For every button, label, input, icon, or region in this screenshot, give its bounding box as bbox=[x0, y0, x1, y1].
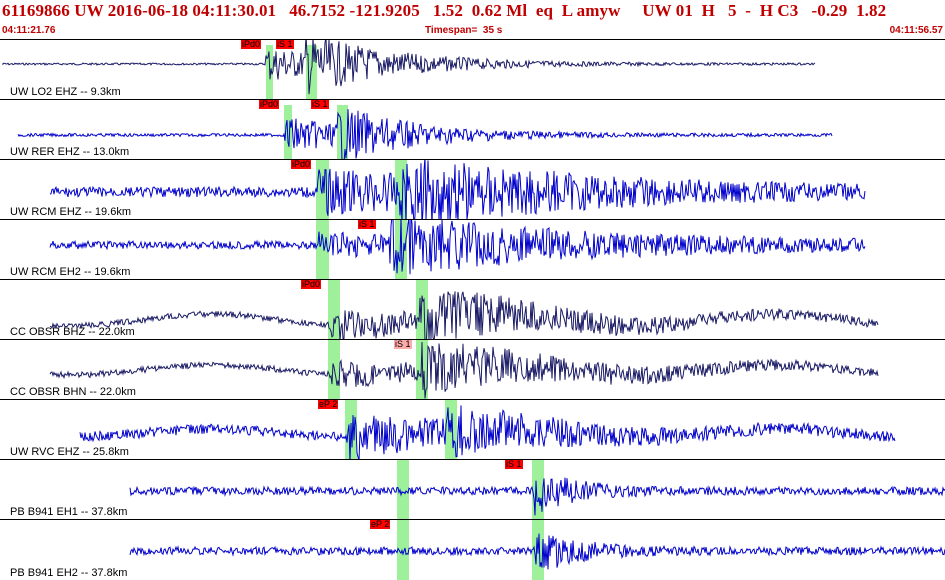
s-pick-marker[interactable]: iS 1 bbox=[311, 99, 329, 109]
p-pick-marker[interactable]: eP 2 bbox=[318, 399, 339, 409]
p-pick-marker[interactable]: eP 2 bbox=[370, 519, 391, 529]
p-pick-marker[interactable]: iPd0 bbox=[301, 279, 322, 289]
trace-panel-rcm-ehz[interactable]: iPd0 UW RCM EHZ -- 19.6km bbox=[0, 159, 945, 219]
p-pick-marker[interactable]: iPd0 bbox=[259, 99, 280, 109]
channel-label: CC OBSR BHN -- 22.0km bbox=[10, 386, 136, 398]
channel-label: UW RER EHZ -- 13.0km bbox=[10, 146, 130, 158]
channel-label: CC OBSR BHZ -- 22.0km bbox=[10, 326, 135, 338]
channel-label: UW RCM EH2 -- 19.6km bbox=[10, 266, 131, 278]
p-pick-band bbox=[328, 280, 340, 339]
channel-label: PB B941 EH1 -- 37.8km bbox=[10, 506, 128, 518]
trace-panel-obsr-bhz[interactable]: iPd0 CC OBSR BHZ -- 22.0km bbox=[0, 279, 945, 339]
event-header: 61169866 UW 2016-06-18 04:11:30.01 46.71… bbox=[0, 0, 945, 22]
trace-panel-rer-ehz[interactable]: iPd0 iS 1 UW RER EHZ -- 13.0km bbox=[0, 99, 945, 159]
seismogram-trace bbox=[49, 220, 866, 275]
channel-label: PB B941 EH2 -- 37.8km bbox=[10, 567, 128, 579]
seismogram-trace bbox=[49, 341, 879, 399]
p-pick-band bbox=[397, 460, 409, 519]
seismogram-trace bbox=[1, 40, 816, 95]
s-pick-marker[interactable]: iS 1 bbox=[505, 459, 523, 469]
s-pick-band bbox=[416, 340, 428, 399]
time-bar: 04:11:21.76 Timespan= 35 s 04:11:56.57 bbox=[0, 22, 945, 39]
trace-panel-rvc-ehz[interactable]: eP 2 UW RVC EHZ -- 25.8km bbox=[0, 399, 945, 459]
seismogram-trace bbox=[129, 533, 945, 570]
seismogram-trace bbox=[17, 109, 833, 159]
start-time: 04:11:21.76 bbox=[2, 25, 56, 36]
channel-label: UW RVC EHZ -- 25.8km bbox=[10, 446, 129, 458]
s-pick-band bbox=[395, 220, 407, 279]
seismogram-trace bbox=[49, 160, 866, 219]
s-pick-marker[interactable]: iS 1 bbox=[358, 219, 376, 229]
p-pick-band bbox=[397, 520, 409, 580]
s-pick-marker[interactable]: iS 1 bbox=[394, 339, 412, 349]
timespan-label: Timespan= 35 s bbox=[425, 25, 503, 36]
trace-panel-b941-eh2[interactable]: eP 2 PB B941 EH2 -- 37.8km bbox=[0, 519, 945, 580]
channel-label: UW RCM EHZ -- 19.6km bbox=[10, 206, 131, 218]
trace-panel-obsr-bhn[interactable]: iS 1 CC OBSR BHN -- 22.0km bbox=[0, 339, 945, 399]
s-pick-band bbox=[306, 45, 317, 99]
event-summary-line: 61169866 UW 2016-06-18 04:11:30.01 46.71… bbox=[2, 1, 887, 20]
seismogram-trace bbox=[129, 477, 945, 516]
trace-panel-lo2-ehz[interactable]: iPd0 iS 1 UW LO2 EHZ -- 9.3km bbox=[0, 39, 945, 99]
seismogram-trace bbox=[49, 291, 879, 339]
s-pick-marker[interactable]: iS 1 bbox=[276, 39, 294, 49]
seismogram-trace bbox=[79, 405, 896, 459]
trace-panel-b941-eh1[interactable]: iS 1 PB B941 EH1 -- 37.8km bbox=[0, 459, 945, 519]
channel-label: UW LO2 EHZ -- 9.3km bbox=[10, 86, 121, 98]
p-pick-marker[interactable]: iPd0 bbox=[291, 159, 312, 169]
trace-panel-rcm-eh2[interactable]: iS 1 UW RCM EH2 -- 19.6km bbox=[0, 219, 945, 279]
end-time: 04:11:56.57 bbox=[889, 25, 943, 36]
p-pick-marker[interactable]: iPd0 bbox=[241, 39, 262, 49]
s-pick-band bbox=[337, 105, 348, 159]
